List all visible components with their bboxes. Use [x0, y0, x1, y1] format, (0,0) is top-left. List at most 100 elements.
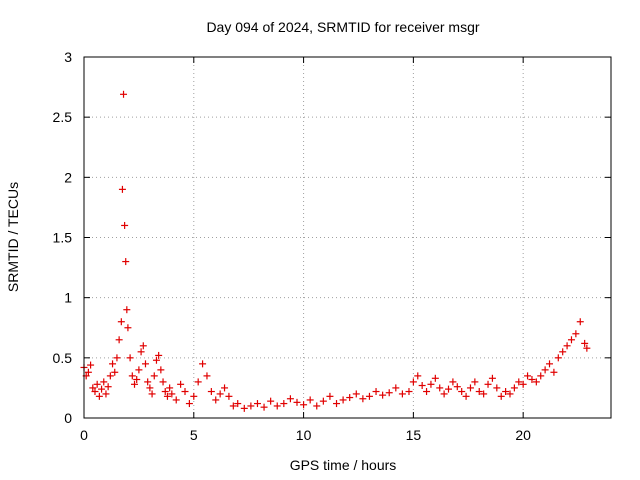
- data-point: [161, 388, 169, 396]
- data-point: [392, 384, 400, 392]
- data-point: [346, 394, 354, 402]
- data-point: [163, 392, 171, 400]
- y-axis-label: SRMTID / TECUs: [5, 182, 21, 292]
- data-point: [537, 372, 545, 380]
- data-point: [98, 385, 106, 393]
- data-point: [559, 348, 567, 356]
- data-point: [113, 354, 121, 362]
- data-point: [506, 390, 514, 398]
- data-point: [150, 372, 158, 380]
- data-point: [502, 388, 510, 396]
- data-point: [519, 380, 527, 388]
- data-point: [207, 388, 215, 396]
- data-point: [313, 402, 321, 410]
- x-tick-label: 15: [406, 427, 422, 443]
- data-point: [120, 90, 128, 98]
- data-point: [431, 374, 439, 382]
- data-point: [128, 372, 136, 380]
- data-point: [497, 392, 505, 400]
- data-point: [118, 185, 126, 193]
- data-point: [157, 366, 165, 374]
- grid-lines: [84, 57, 611, 418]
- data-point: [267, 397, 275, 405]
- data-point: [333, 400, 341, 408]
- y-tick-label: 2.5: [53, 109, 73, 125]
- data-point: [398, 390, 406, 398]
- data-point: [462, 392, 470, 400]
- data-point: [541, 366, 549, 374]
- data-point: [181, 388, 189, 396]
- data-point: [89, 384, 97, 392]
- data-points: [80, 90, 591, 412]
- data-point: [458, 388, 466, 396]
- data-point: [480, 390, 488, 398]
- data-point: [466, 384, 474, 392]
- data-point: [528, 375, 536, 383]
- plot-frame: [83, 56, 612, 419]
- data-point: [471, 378, 479, 386]
- data-point: [144, 378, 152, 386]
- data-point: [131, 380, 139, 388]
- data-point: [524, 372, 532, 380]
- data-point: [572, 330, 580, 338]
- data-point: [532, 378, 540, 386]
- y-tick-label: 0: [64, 410, 72, 426]
- data-point: [319, 397, 327, 405]
- data-point: [121, 221, 129, 229]
- data-point: [253, 400, 261, 408]
- data-point: [414, 372, 422, 380]
- data-point: [440, 390, 448, 398]
- data-point: [484, 380, 492, 388]
- data-point: [126, 354, 134, 362]
- data-point: [581, 339, 589, 347]
- data-point: [133, 375, 141, 383]
- data-point: [493, 384, 501, 392]
- data-point: [194, 378, 202, 386]
- data-point: [488, 374, 496, 382]
- data-point: [453, 383, 461, 391]
- data-point: [122, 258, 130, 266]
- data-point: [137, 348, 145, 356]
- data-point: [300, 401, 308, 409]
- data-point: [240, 404, 248, 412]
- data-point: [106, 372, 114, 380]
- data-point: [155, 351, 163, 359]
- data-point: [203, 372, 211, 380]
- data-point: [139, 342, 147, 350]
- data-point: [159, 378, 167, 386]
- data-point: [229, 402, 237, 410]
- data-point: [418, 382, 426, 390]
- data-point: [172, 396, 180, 404]
- data-point: [339, 396, 347, 404]
- data-point: [445, 385, 453, 393]
- data-point: [379, 391, 387, 399]
- x-tick-label: 0: [80, 427, 88, 443]
- data-point: [115, 336, 123, 344]
- data-point: [212, 396, 220, 404]
- data-point: [93, 380, 101, 388]
- data-point: [199, 360, 207, 368]
- data-point: [385, 389, 393, 397]
- data-point: [95, 392, 103, 400]
- x-tick-label: 20: [515, 427, 531, 443]
- data-point: [91, 388, 99, 396]
- data-point: [306, 396, 314, 404]
- data-point: [576, 318, 584, 326]
- data-point: [449, 378, 457, 386]
- data-point: [117, 318, 125, 326]
- data-point: [141, 360, 149, 368]
- x-tick-label: 10: [296, 427, 312, 443]
- axis-ticks: 0 5 10 15 20 0 0.5 1 1.5 2 2.5 3: [53, 49, 611, 443]
- data-point: [190, 392, 198, 400]
- data-point: [409, 378, 417, 386]
- data-point: [152, 356, 160, 364]
- data-point: [123, 306, 131, 314]
- data-point: [216, 390, 224, 398]
- data-point: [177, 380, 185, 388]
- data-point: [102, 390, 110, 398]
- y-tick-label: 1.5: [53, 230, 73, 246]
- x-tick-label: 5: [190, 427, 198, 443]
- data-point: [550, 368, 558, 376]
- data-point: [365, 392, 373, 400]
